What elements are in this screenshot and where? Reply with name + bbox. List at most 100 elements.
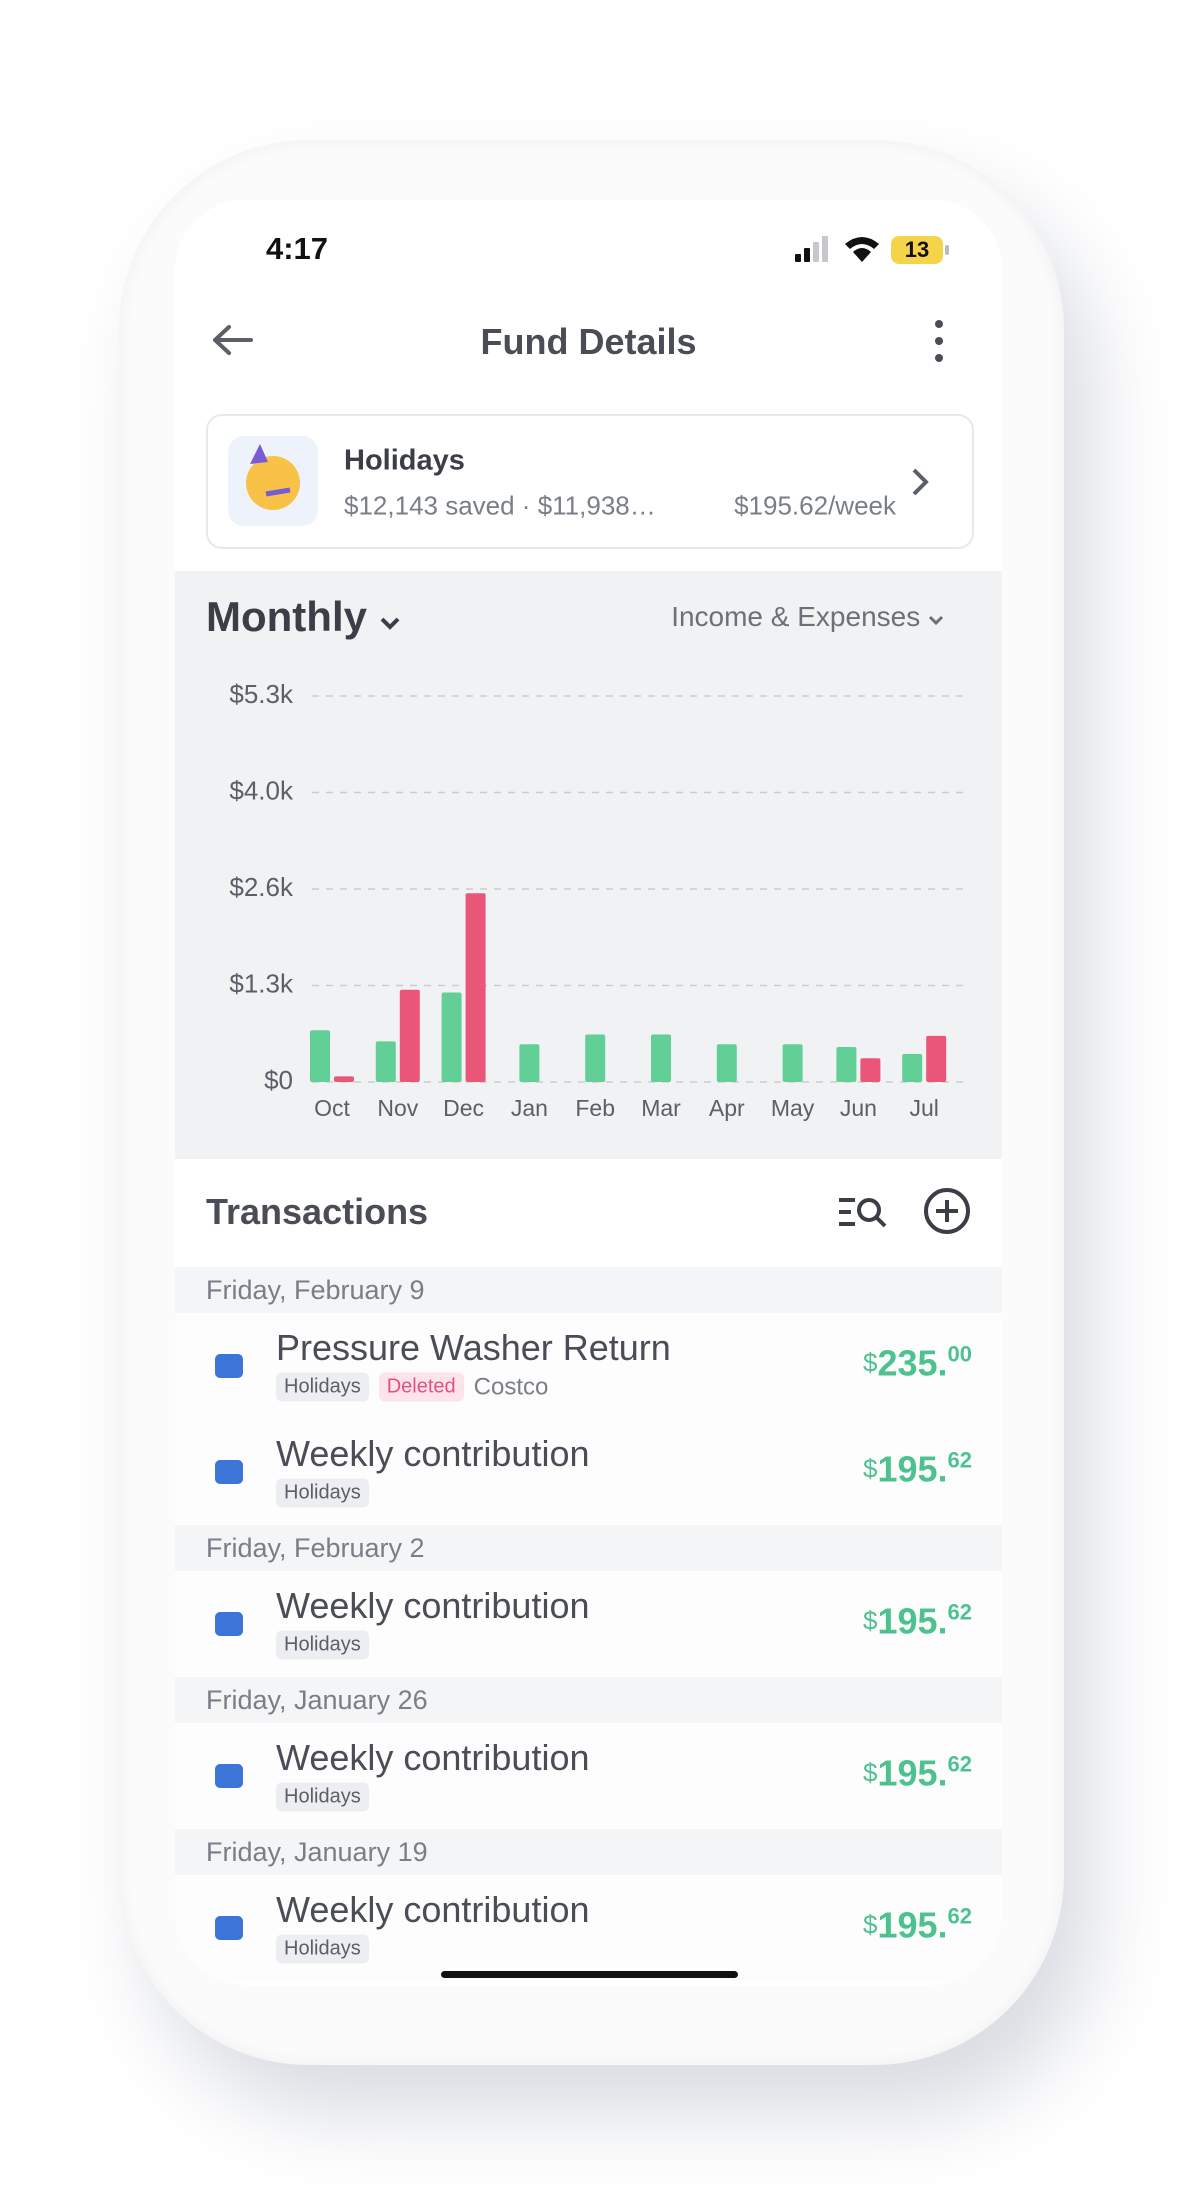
bar — [399, 989, 420, 1082]
fund-emoji — [228, 436, 318, 526]
add-plus — [936, 1200, 958, 1222]
face — [246, 456, 300, 510]
party-hat — [250, 444, 268, 464]
transaction-row[interactable]: Pressure Washer Return Holidays Deleted Cos… — [175, 1313, 1002, 1419]
fund-tag: Holidays — [276, 1934, 369, 1964]
view-selector[interactable]: Income & Expenses — [671, 601, 944, 633]
transaction-title: Weekly contribution — [276, 1433, 590, 1474]
y-tick-label: $0 — [264, 1065, 293, 1095]
transactions-title: Transactions — [206, 1191, 429, 1232]
bar — [519, 1044, 540, 1082]
signal-bar — [822, 236, 828, 262]
screen-title: Fund Details — [480, 321, 697, 362]
period-label: Monthly — [206, 593, 367, 640]
amount: $195.62 — [863, 1448, 972, 1491]
more-button[interactable] — [927, 318, 951, 364]
signal-bar — [795, 254, 801, 262]
transaction-row[interactable]: Weekly contribution Holidays $195.62 — [175, 1419, 1002, 1525]
fund-summary: $12,143 saved · $11,938… — [344, 490, 656, 521]
bar — [782, 1044, 803, 1082]
view-label: Income & Expenses — [671, 601, 921, 632]
transaction-list: Friday, February 9 Pressure Washer Return… — [175, 1267, 1002, 1981]
amount-whole: 195. — [877, 1600, 948, 1642]
status-tag: Deleted — [378, 1372, 464, 1402]
x-tick-label: Nov — [377, 1095, 418, 1121]
date-header: Friday, February 9 — [175, 1267, 1002, 1313]
merchant: Costco — [473, 1373, 549, 1400]
chevron-path — [928, 615, 944, 626]
battery — [891, 236, 943, 264]
period-selector[interactable]: Monthly — [206, 593, 401, 641]
search-button[interactable] — [837, 1192, 889, 1232]
transaction-title: Weekly contribution — [276, 1585, 590, 1626]
tag-row: Holidays — [276, 1782, 369, 1812]
bar — [902, 1054, 923, 1082]
magnifier — [857, 1198, 881, 1222]
dropdown-icon — [380, 617, 400, 630]
transaction-row[interactable]: Weekly contribution Holidays $195.62 — [175, 1723, 1002, 1829]
amount: $195.62 — [863, 1752, 972, 1795]
bar — [375, 1041, 396, 1082]
tag-row: Holidays — [276, 1478, 369, 1508]
fund-tag: Holidays — [276, 1630, 369, 1660]
add-button[interactable] — [922, 1186, 972, 1236]
date-header: Friday, February 2 — [175, 1525, 1002, 1571]
wallet-icon — [215, 1460, 243, 1484]
magnifier-handle — [874, 1215, 887, 1228]
tag-row: Holidays — [276, 1934, 369, 1964]
chart: $0 $1.3k $2.6k $4.0k $5.3k Oct Nov Dec Jan Feb Mar… — [229, 679, 969, 1121]
transaction-title: Weekly contribution — [276, 1889, 590, 1930]
wallet-icon — [215, 1354, 243, 1378]
fund-tag: Holidays — [276, 1478, 369, 1508]
amount-whole: 235. — [877, 1342, 948, 1384]
y-tick-label: $4.0k — [229, 775, 294, 805]
date-header: Friday, January 26 — [175, 1677, 1002, 1723]
x-tick-label: Dec — [443, 1095, 484, 1121]
amount-currency: $ — [862, 1909, 878, 1940]
amount: $195.62 — [863, 1600, 972, 1643]
home-indicator — [441, 1971, 738, 1978]
fund-card[interactable]: Holidays $12,143 saved · $11,938… $195.6… — [206, 414, 974, 549]
amount-whole: 195. — [877, 1752, 948, 1794]
transaction-row[interactable]: Weekly contribution Holidays $195.62 — [175, 1875, 1002, 1981]
blower — [265, 487, 291, 497]
amount-cents: 62 — [947, 1599, 972, 1625]
amount: $235.00 — [863, 1342, 972, 1385]
amount-currency: $ — [862, 1347, 878, 1378]
x-tick-label: Jan — [511, 1095, 548, 1121]
bar — [334, 1076, 354, 1082]
screen: 4:17 13 Fund Details Holidays $12,143 sa… — [175, 200, 1002, 1985]
x-tick-label: Feb — [575, 1095, 615, 1121]
battery-cap — [945, 245, 949, 255]
emoji-face — [246, 444, 300, 510]
x-tick-label: Apr — [709, 1095, 745, 1121]
battery-level: 13 — [905, 237, 929, 262]
dot — [935, 354, 943, 362]
y-tick-label: $1.3k — [229, 968, 294, 998]
x-tick-label: Jul — [909, 1095, 938, 1121]
back-button[interactable] — [211, 322, 255, 358]
y-tick-label: $2.6k — [229, 872, 294, 902]
fund-tag: Holidays — [276, 1782, 369, 1812]
bar — [836, 1047, 857, 1082]
amount-currency: $ — [862, 1757, 878, 1788]
bar — [310, 1030, 330, 1082]
transaction-title: Pressure Washer Return — [276, 1327, 671, 1368]
x-tick-label: Oct — [314, 1095, 350, 1121]
chevron-path — [380, 617, 400, 630]
back-arrow — [213, 325, 253, 355]
fund-name: Holidays — [344, 444, 465, 477]
transaction-title: Weekly contribution — [276, 1737, 590, 1778]
filter-lines — [839, 1198, 855, 1226]
chart-panel: Monthly Income & Expenses $0 $1.3k $2.6k $4… — [175, 571, 1002, 1159]
transaction-row[interactable]: Weekly contribution Holidays $195.62 — [175, 1571, 1002, 1677]
bar — [716, 1044, 737, 1082]
date-header: Friday, January 19 — [175, 1829, 1002, 1875]
bar — [860, 1058, 881, 1082]
tag-row: Holidays Deleted Costco — [276, 1372, 549, 1402]
wallet-icon — [215, 1612, 243, 1636]
amount-cents: 62 — [947, 1903, 972, 1929]
chevron-path — [912, 468, 929, 496]
status-time: 4:17 — [265, 231, 329, 266]
bar — [441, 992, 462, 1082]
